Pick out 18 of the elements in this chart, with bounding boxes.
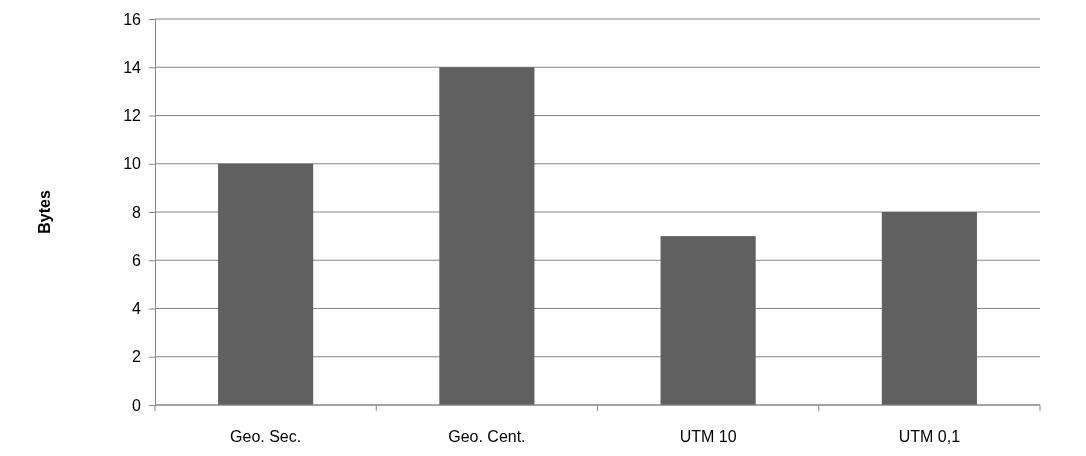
bar — [881, 212, 977, 405]
y-tick-label: 14 — [123, 58, 142, 76]
y-tick-label: 2 — [132, 348, 142, 366]
y-tick-label: 8 — [132, 203, 142, 221]
y-tick-label: 4 — [132, 300, 142, 318]
x-tick-label: UTM 10 — [679, 428, 737, 445]
y-tick-label: 16 — [123, 10, 142, 28]
bar — [218, 163, 314, 405]
bar — [439, 67, 535, 405]
x-tick-label: Geo. Cent. — [448, 428, 526, 445]
y-tick-label: 12 — [123, 107, 142, 125]
bar — [660, 236, 756, 405]
y-axis-title: Bytes — [36, 190, 53, 234]
y-tick-label: 10 — [123, 155, 142, 173]
y-tick-label: 6 — [132, 251, 142, 269]
x-tick-label: Geo. Sec. — [230, 428, 302, 445]
x-tick-label: UTM 0,1 — [898, 428, 961, 445]
y-tick-label: 0 — [132, 396, 142, 414]
